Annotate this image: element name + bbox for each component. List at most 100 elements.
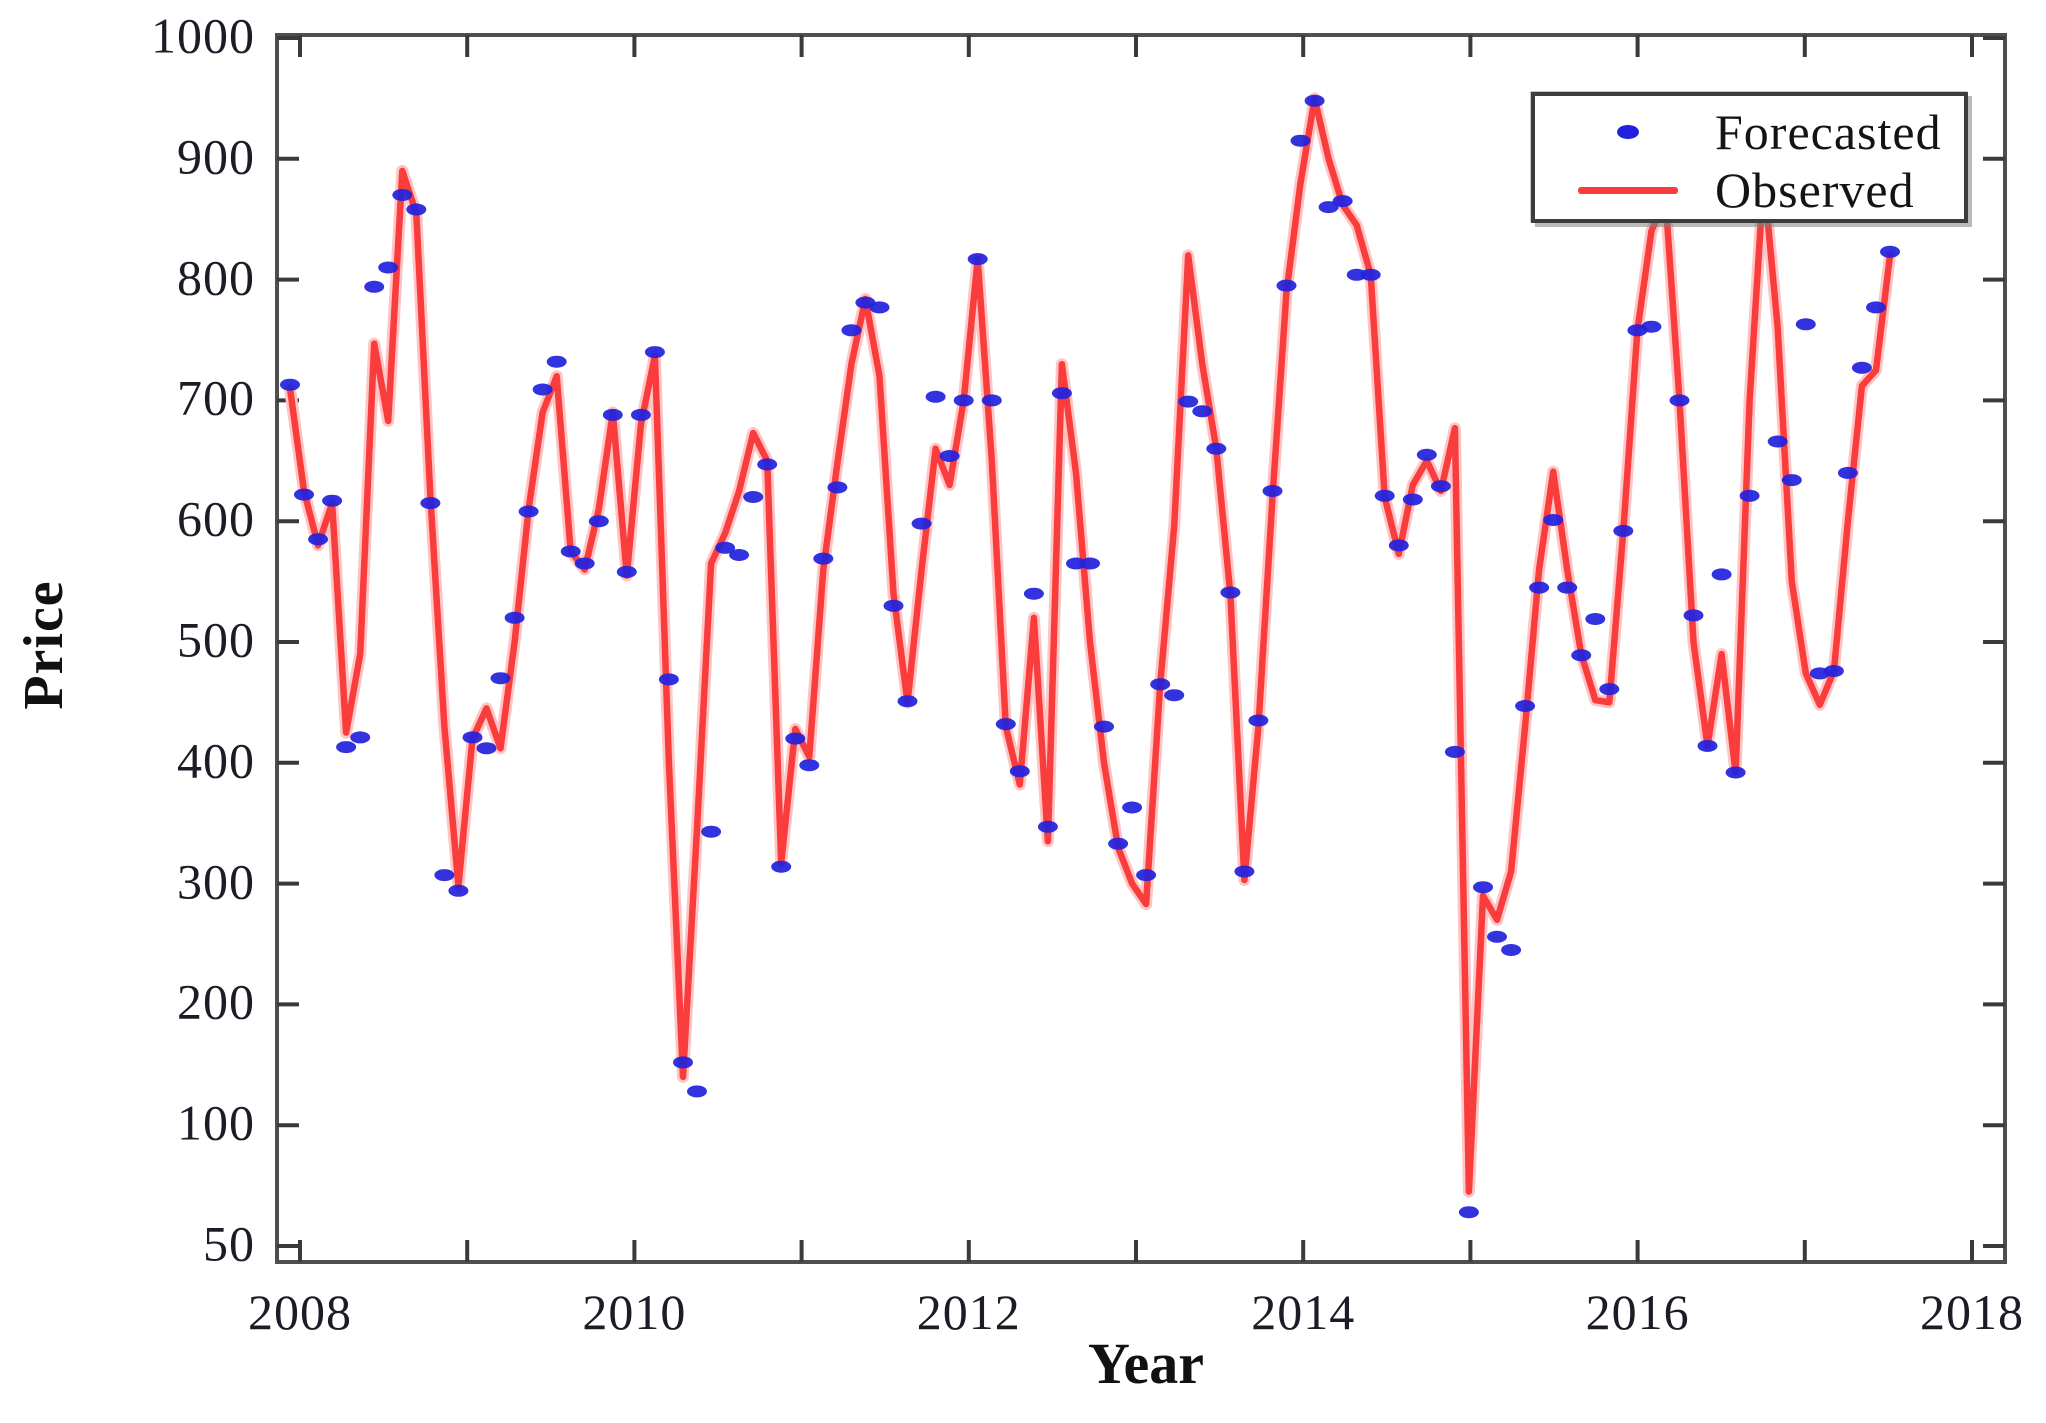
y-tick-label: 500 xyxy=(177,611,255,668)
forecasted-point xyxy=(1473,881,1493,894)
forecasted-point xyxy=(1192,405,1213,418)
forecasted-point xyxy=(1150,678,1171,691)
plot-border xyxy=(275,33,2007,1264)
forecasted-point xyxy=(504,611,525,624)
forecasted-point xyxy=(602,408,623,421)
forecasted-point xyxy=(1571,649,1592,662)
forecasted-point xyxy=(1711,568,1732,581)
legend-item-observed: Observed xyxy=(1535,162,1964,218)
forecasted-point xyxy=(294,488,314,501)
forecasted-point xyxy=(308,533,329,546)
forecasted-point xyxy=(546,355,567,368)
y-tick-label: 700 xyxy=(177,370,255,427)
y-tick-label: 400 xyxy=(177,732,255,789)
forecasted-point xyxy=(518,505,539,518)
forecasted-point xyxy=(1094,720,1114,733)
forecasted-point xyxy=(953,394,974,407)
forecasted-point xyxy=(995,718,1016,731)
forecasted-dot-icon xyxy=(1563,125,1693,139)
forecasted-point xyxy=(771,860,792,873)
forecasted-point xyxy=(827,481,848,494)
y-tick-label: 50 xyxy=(203,1215,255,1272)
forecasted-point xyxy=(1416,448,1437,461)
forecasted-point xyxy=(1206,442,1227,455)
forecasted-point xyxy=(1697,739,1718,752)
forecasted-point xyxy=(644,346,665,359)
forecasted-point xyxy=(911,517,932,530)
forecasted-point xyxy=(364,280,385,293)
observed-line xyxy=(286,95,1894,1195)
forecasted-point xyxy=(1430,480,1451,493)
forecasted-point xyxy=(1178,395,1199,408)
forecasted-point xyxy=(813,552,834,565)
forecasted-point xyxy=(1374,489,1395,502)
forecasted-point xyxy=(1262,485,1283,497)
forecasted-point xyxy=(1023,587,1044,600)
forecasted-point xyxy=(448,884,469,897)
x-tick-label: 2016 xyxy=(1585,1284,1690,1340)
forecasted-point xyxy=(1669,394,1690,407)
forecasted-point xyxy=(1360,268,1381,281)
forecasted-point xyxy=(1388,539,1409,552)
forecasted-point xyxy=(1725,766,1746,779)
y-tick-label: 900 xyxy=(177,128,255,185)
forecasted-point xyxy=(1458,1206,1479,1219)
forecasted-point xyxy=(729,549,750,561)
forecasted-point xyxy=(490,672,511,685)
forecasted-point xyxy=(701,825,722,838)
forecasted-point xyxy=(1515,700,1536,712)
y-tick-label: 100 xyxy=(177,1094,255,1151)
x-tick-label: 2008 xyxy=(248,1284,352,1340)
forecasted-point xyxy=(280,378,300,391)
forecasted-point xyxy=(1332,195,1353,208)
forecasted-point xyxy=(939,450,960,462)
forecasted-point xyxy=(462,731,483,744)
forecasted-point xyxy=(1823,665,1844,677)
forecasted-point xyxy=(981,394,1002,407)
forecasted-point xyxy=(434,869,455,882)
forecasted-point xyxy=(1683,609,1704,622)
forecasted-point xyxy=(322,494,343,507)
forecasted-point xyxy=(1136,869,1157,882)
forecasted-point xyxy=(841,324,862,337)
forecasted-point xyxy=(1641,320,1662,333)
x-tick-label: 2014 xyxy=(1251,1284,1356,1340)
y-tick-label: 600 xyxy=(177,490,255,547)
forecasted-point xyxy=(799,759,820,772)
x-tick-label: 2018 xyxy=(1920,1284,2024,1340)
forecasted-point xyxy=(630,408,651,421)
forecasted-point xyxy=(1009,765,1030,778)
x-tick-label: 2010 xyxy=(582,1284,687,1340)
legend-item-forecasted: Forecasted xyxy=(1535,104,1964,160)
forecasted-point xyxy=(1444,745,1465,758)
forecasted-point xyxy=(1220,586,1241,599)
forecasted-point xyxy=(1851,361,1872,374)
forecasted-point xyxy=(350,731,371,744)
forecasted-point xyxy=(1234,865,1255,878)
y-tick-label: 1000 xyxy=(151,7,255,64)
forecasted-point xyxy=(1837,466,1858,479)
forecasted-point xyxy=(1767,435,1788,448)
forecasted-point xyxy=(757,458,778,471)
forecasted-point xyxy=(673,1056,693,1069)
forecasted-point xyxy=(897,695,918,708)
forecasted-point xyxy=(687,1085,707,1098)
forecasted-point xyxy=(560,545,581,558)
forecasted-point xyxy=(1290,134,1311,147)
y-tick-label: 300 xyxy=(177,853,255,910)
legend-box: Forecasted Observed xyxy=(1531,92,1968,223)
forecasted-point xyxy=(1795,318,1816,331)
forecasted-point xyxy=(1585,613,1606,625)
forecasted-point xyxy=(1164,689,1185,702)
forecasted-point xyxy=(588,515,609,528)
forecasted-point xyxy=(392,189,413,201)
forecasted-point xyxy=(1276,279,1297,292)
forecasted-point xyxy=(967,253,988,266)
observed-line-icon xyxy=(1563,186,1693,194)
forecasted-point xyxy=(532,383,553,396)
forecasted-point xyxy=(1066,557,1086,570)
forecasted-point xyxy=(1739,489,1760,502)
forecasted-point xyxy=(476,742,497,755)
forecasted-point xyxy=(1501,944,1522,956)
